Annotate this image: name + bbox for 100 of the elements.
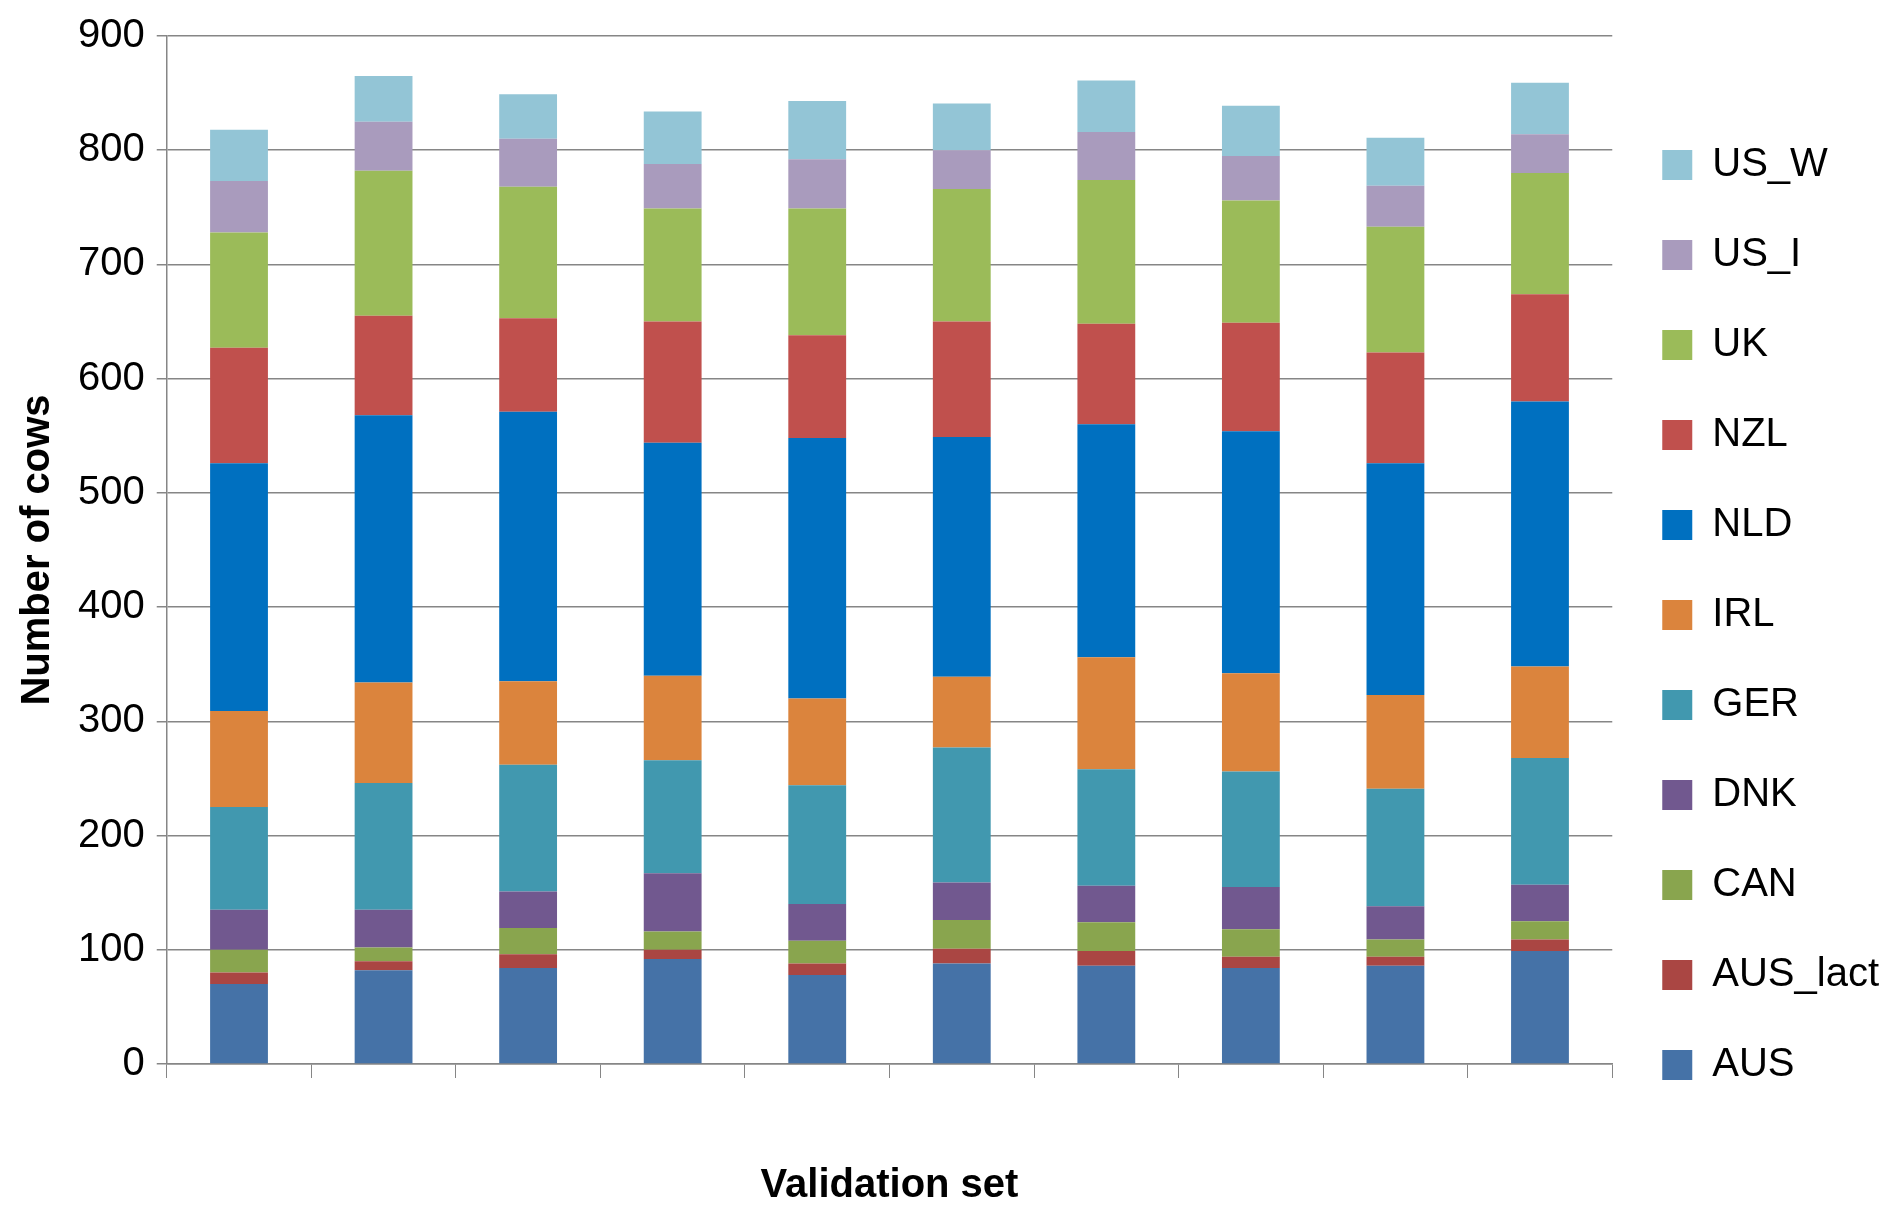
bar [1221, 322, 1280, 432]
bar [499, 891, 558, 929]
bar [354, 909, 413, 948]
bar [1366, 137, 1425, 186]
bar [499, 954, 558, 969]
bar [1366, 185, 1425, 227]
bar [1221, 956, 1280, 969]
y-tick-label: 400 [77, 582, 145, 627]
bar [354, 783, 413, 910]
bar [788, 698, 847, 786]
bar [643, 873, 702, 932]
bar [210, 909, 268, 950]
bar [932, 948, 991, 964]
bar [788, 438, 847, 699]
legend-label: UK [1712, 320, 1769, 365]
bar [1077, 965, 1136, 1064]
bar [210, 972, 268, 985]
bar [932, 882, 991, 921]
bar [788, 785, 847, 905]
bar [1221, 155, 1280, 201]
bar [788, 335, 847, 439]
bar [788, 101, 847, 160]
bar [499, 318, 558, 412]
y-tick-label: 500 [77, 467, 145, 512]
y-tick-label: 0 [122, 1039, 145, 1084]
bar [210, 463, 268, 712]
y-axis-title: Number of cows [13, 394, 58, 706]
bar [932, 963, 991, 1064]
bar [354, 315, 413, 416]
bar [1366, 965, 1425, 1064]
bar [1366, 352, 1425, 464]
bar [1366, 226, 1425, 353]
y-tick-label: 900 [77, 11, 145, 56]
bar [210, 129, 268, 182]
bar [1077, 131, 1136, 180]
bar [932, 189, 991, 322]
bar [1077, 424, 1136, 658]
legend-label: AUS [1712, 1040, 1795, 1085]
bar [788, 963, 847, 975]
bar [1077, 179, 1136, 324]
bar [1511, 884, 1569, 922]
bar [210, 232, 268, 348]
bar [788, 940, 847, 964]
bar [1077, 657, 1136, 770]
bar [932, 103, 991, 151]
bar [210, 984, 268, 1064]
bar [210, 347, 268, 464]
y-tick-label: 600 [77, 353, 145, 398]
bar [354, 415, 413, 683]
bar [499, 411, 558, 682]
bar [1511, 921, 1569, 940]
bar [499, 138, 558, 187]
bar [499, 94, 558, 139]
bar [1366, 906, 1425, 940]
bar [1077, 950, 1136, 966]
bar [1077, 80, 1136, 132]
bar [1511, 666, 1569, 758]
bar [1221, 968, 1280, 1064]
y-tick-label: 800 [77, 125, 145, 170]
bar [932, 676, 991, 748]
bar [499, 681, 558, 765]
legend-label: US_I [1712, 230, 1802, 275]
legend-label: DNK [1712, 770, 1798, 815]
bar [210, 807, 268, 910]
bar [788, 208, 847, 336]
legend-label: NLD [1712, 500, 1793, 545]
bar [1511, 173, 1569, 295]
bar [1077, 922, 1136, 951]
bar [643, 111, 702, 164]
legend-label: CAN [1712, 860, 1797, 905]
legend-label: US_W [1712, 140, 1829, 185]
bar [1511, 757, 1569, 885]
bar [210, 949, 268, 973]
bar [1511, 401, 1569, 667]
bar [1511, 134, 1569, 174]
bar [643, 675, 702, 761]
bar [354, 947, 413, 962]
bar [210, 711, 268, 807]
bar [1366, 695, 1425, 789]
bar [643, 931, 702, 950]
bar [1511, 294, 1569, 402]
bar [643, 163, 702, 209]
y-tick-label: 700 [77, 239, 145, 284]
bar [354, 121, 413, 171]
x-axis-title: Validation set [760, 1161, 1019, 1206]
bar [1221, 886, 1280, 930]
bar [354, 961, 413, 971]
bar [643, 949, 702, 959]
bar [1366, 463, 1425, 696]
bar [354, 75, 413, 122]
bar [1221, 929, 1280, 957]
bar [354, 970, 413, 1064]
bar [210, 181, 268, 233]
bar [643, 442, 702, 676]
bar [643, 760, 702, 874]
bar [1511, 82, 1569, 135]
legend-label: IRL [1712, 590, 1775, 635]
bar [1221, 105, 1280, 156]
bar [354, 682, 413, 784]
bar [1511, 939, 1569, 951]
